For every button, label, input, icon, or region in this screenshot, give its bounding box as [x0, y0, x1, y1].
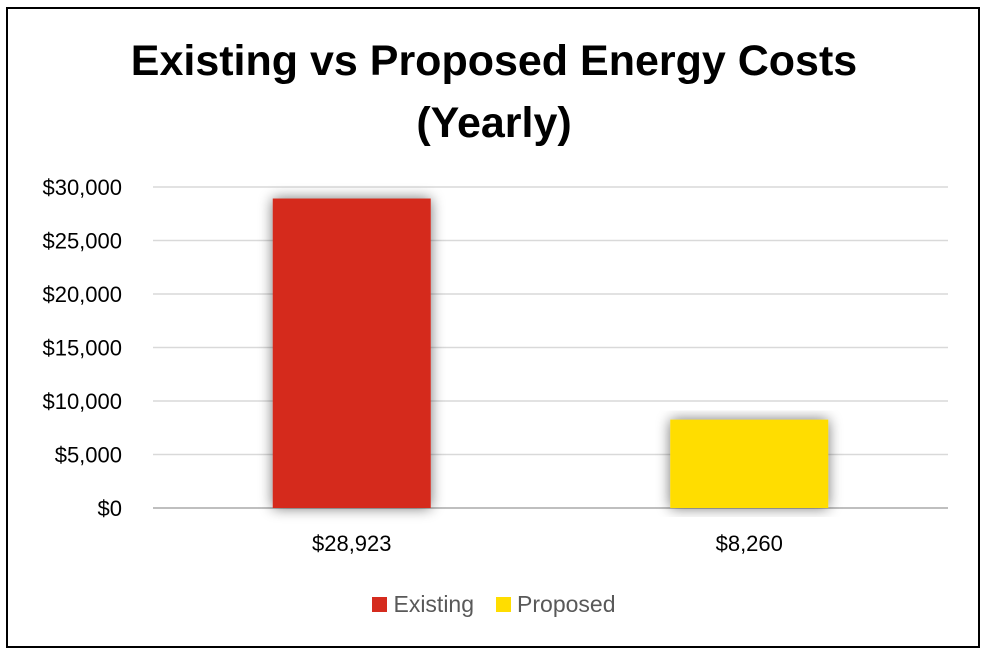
legend-item-existing: Existing	[372, 591, 474, 618]
y-tick-label: $25,000	[42, 229, 122, 254]
chart-title-line-1: Existing vs Proposed Energy Costs	[130, 37, 858, 85]
bar-proposed	[670, 419, 829, 508]
y-tick-label: $10,000	[42, 389, 122, 414]
chart-title: Existing vs Proposed Energy Costs (Yearl…	[0, 30, 988, 154]
y-tick-label: $20,000	[42, 282, 122, 307]
y-axis-tick-labels: $0 $5,000 $10,000 $15,000 $20,000 $25,000 $30,…	[42, 175, 122, 521]
chart-frame	[6, 7, 980, 648]
bars	[272, 198, 829, 508]
legend: Existing Proposed	[0, 588, 988, 620]
y-tick-label: $30,000	[42, 175, 122, 200]
x-axis-tick-labels: $28,923 $8,260	[312, 531, 783, 556]
x-tick-label: $8,260	[716, 531, 783, 556]
legend-label-proposed: Proposed	[517, 590, 616, 617]
legend-item-proposed: Proposed	[496, 590, 616, 618]
legend-swatch-existing	[372, 596, 388, 612]
x-tick-label: $28,923	[312, 531, 392, 556]
chart-title-line-2: (Yearly)	[416, 99, 572, 147]
legend-label-existing: Existing	[393, 590, 475, 617]
bar-existing	[272, 198, 431, 508]
gridlines	[153, 186, 948, 509]
legend-swatch-proposed	[496, 596, 512, 612]
y-tick-label: $0	[98, 496, 122, 521]
y-tick-label: $15,000	[42, 336, 122, 361]
y-tick-label: $5,000	[55, 443, 122, 468]
